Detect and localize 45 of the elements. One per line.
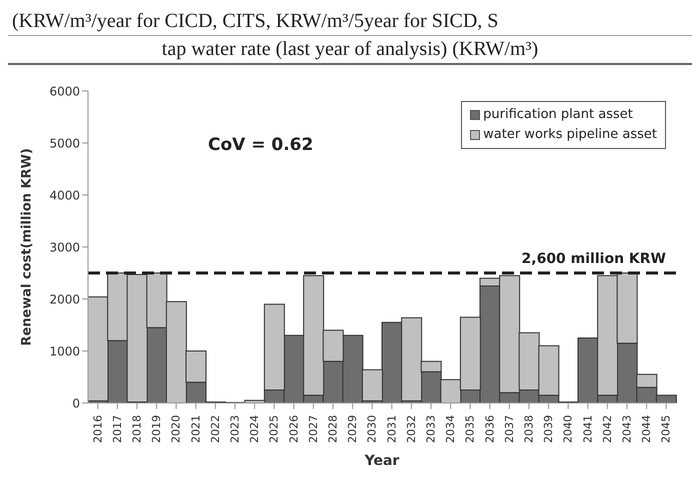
- ref-line-label: 2,600 million KRW: [522, 251, 666, 267]
- legend-label: purification plant asset: [483, 106, 633, 124]
- x-tick-label: 2034: [444, 415, 458, 443]
- x-tick-label: 2039: [542, 415, 556, 443]
- x-tick-label: 2022: [208, 415, 222, 443]
- x-tick-label: 2024: [248, 415, 262, 443]
- text: (KRW/m³/year for CICD, CITS, KRW/m³/5year for SICD, S: [8, 8, 692, 36]
- y-tick-label: 0: [72, 396, 80, 410]
- x-axis-title: Year: [364, 453, 400, 469]
- x-tick-label: 2027: [306, 415, 320, 443]
- x-tick-label: 2025: [268, 415, 281, 443]
- x-tick-label: 2021: [189, 415, 202, 443]
- x-tick-label: 2020: [170, 415, 183, 443]
- y-tick-label: 5000: [49, 136, 80, 150]
- x-tick-label: 2019: [150, 415, 164, 443]
- x-tick-label: 2040: [562, 415, 575, 443]
- x-tick-label: 2041: [581, 415, 594, 443]
- y-tick-label: 3000: [49, 240, 80, 254]
- legend-label: water works pipeline asset: [483, 126, 657, 144]
- x-tick-label: 2033: [424, 415, 438, 443]
- text: tap water rate (last year of analysis) (KRW/m³): [8, 36, 692, 65]
- y-tick-label: 6000: [49, 84, 80, 98]
- x-tick-label: 2018: [130, 415, 144, 443]
- x-tick-label: 2038: [522, 415, 536, 443]
- x-tick-label: 2037: [502, 415, 516, 443]
- y-tick-label: 4000: [49, 188, 80, 202]
- y-tick-label: 2000: [49, 292, 80, 306]
- y-tick-label: 1000: [49, 344, 80, 358]
- x-tick-label: 2032: [404, 415, 418, 443]
- x-tick-label: 2045: [660, 415, 673, 443]
- x-tick-label: 2044: [640, 415, 654, 443]
- x-tick-label: 2028: [326, 415, 340, 443]
- x-tick-label: 2023: [228, 415, 242, 443]
- x-tick-label: 2042: [600, 415, 614, 443]
- x-tick-label: 2030: [366, 415, 379, 443]
- x-tick-label: 2017: [110, 415, 124, 443]
- x-tick-label: 2026: [287, 415, 300, 443]
- x-tick-label: 2031: [385, 415, 398, 443]
- x-tick-label: 2029: [346, 415, 360, 443]
- x-tick-label: 2043: [620, 415, 634, 443]
- x-tick-label: 2035: [464, 415, 477, 443]
- y-axis-title: Renewal cost(million KRW): [20, 148, 35, 346]
- annotation: CoV = 0.62: [208, 135, 314, 155]
- x-tick-label: 2036: [483, 415, 496, 443]
- x-tick-label: 2016: [91, 415, 104, 443]
